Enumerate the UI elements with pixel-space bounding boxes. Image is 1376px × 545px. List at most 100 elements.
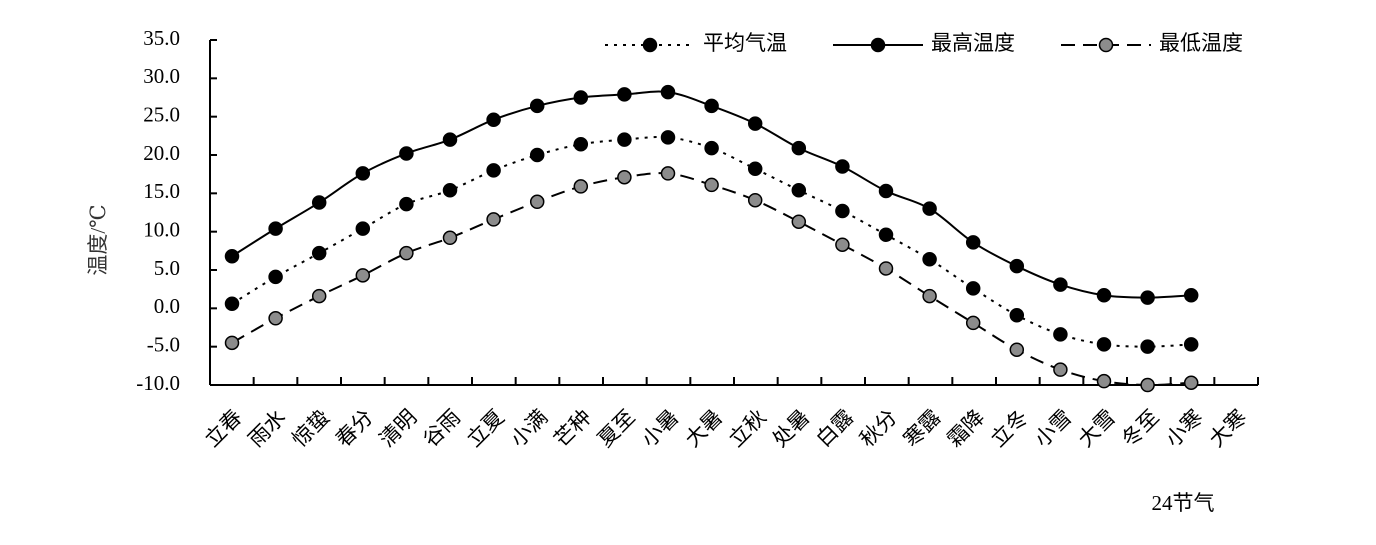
x-tick-label: 立秋 [724,405,771,452]
data-point [486,112,501,127]
data-point [1096,288,1112,303]
data-point [442,132,458,147]
data-point [835,203,850,219]
x-tick-label: 春分 [331,405,378,452]
y-tick-label: 10.0 [143,217,180,241]
y-tick-label: -10.0 [136,371,180,395]
data-point [835,159,850,174]
data-point [617,87,632,102]
data-point [399,245,414,261]
y-tick-label: 30.0 [143,64,180,88]
y-tick-label: -5.0 [147,332,180,356]
data-point [1183,375,1199,390]
x-tick-label: 立春 [200,405,247,452]
data-point [1009,342,1025,357]
x-tick-label: 立夏 [462,405,509,452]
data-point [224,248,240,264]
x-tick-label: 清明 [375,405,422,452]
data-point [1096,337,1112,352]
data-point [529,147,545,163]
x-tick-label: 大雪 [1073,405,1120,452]
data-point [1140,339,1155,354]
data-point [878,183,894,199]
x-axis-label: 24节气 [1152,491,1215,515]
y-tick-label: 25.0 [143,102,180,126]
x-tick-label: 秋分 [855,405,902,452]
data-point [573,137,589,152]
data-point [704,98,719,114]
data-point [1096,373,1112,389]
data-point [311,288,327,304]
data-point [660,84,676,100]
data-point [224,296,240,311]
data-point [573,179,589,194]
x-tick-label: 小暑 [637,405,684,452]
data-point [1183,337,1199,352]
data-point [529,98,545,114]
data-point [660,130,676,145]
data-point [573,90,589,105]
data-point [660,166,676,181]
data-point [747,161,763,177]
x-tick-label: 立冬 [986,405,1033,452]
data-point [1053,277,1068,292]
y-tick-label: 0.0 [154,294,180,318]
data-point [617,169,632,185]
y-tick-label: 5.0 [154,256,180,280]
data-point [399,196,414,212]
y-tick-label: 20.0 [143,141,180,165]
legend-marker [1098,37,1114,53]
x-tick-label: 霜降 [942,405,989,452]
y-tick-label: 15.0 [143,179,180,203]
data-point [747,192,763,208]
data-point [1053,362,1068,377]
x-tick-label: 芒种 [549,405,596,452]
data-point [704,140,719,156]
y-tick-label: 35.0 [143,26,180,50]
data-point [747,116,763,131]
data-point [399,146,414,161]
data-point [922,288,937,304]
data-point [617,132,632,147]
x-tick-label: 夏至 [593,405,640,452]
legend-label: 平均气温 [703,31,787,55]
data-point [791,183,807,198]
data-point [1009,307,1025,323]
data-point [355,268,371,283]
data-point [704,177,719,193]
data-point [878,227,894,242]
data-point [486,163,501,178]
data-point [311,195,327,210]
data-point [1009,258,1025,274]
x-tick-label: 惊蛰 [287,405,334,452]
data-point [442,183,458,198]
data-point [878,261,894,276]
data-point [268,311,283,326]
data-point [922,201,937,216]
x-tick-label: 谷雨 [418,405,465,452]
x-tick-label: 大暑 [680,405,727,452]
data-point [791,214,807,229]
data-point [442,230,458,246]
data-point [268,269,283,285]
x-tick-label: 白露 [811,405,858,452]
series-line [231,90,1192,299]
series-line [231,135,1192,348]
data-point [268,221,283,236]
data-point [965,235,981,250]
x-tick-label: 小雪 [1030,405,1077,452]
legend-label: 最低温度 [1159,31,1243,55]
x-tick-label: 寒露 [899,405,946,452]
data-point [835,237,850,252]
data-point [486,212,501,227]
data-point [529,194,545,210]
x-tick-label: 冬至 [1117,405,1164,452]
data-point [965,315,981,331]
data-point [355,166,371,181]
data-point [1183,288,1199,303]
data-point [1140,377,1155,393]
x-tick-label: 小寒 [1161,405,1208,452]
data-point [1140,290,1155,305]
data-point [791,140,807,156]
